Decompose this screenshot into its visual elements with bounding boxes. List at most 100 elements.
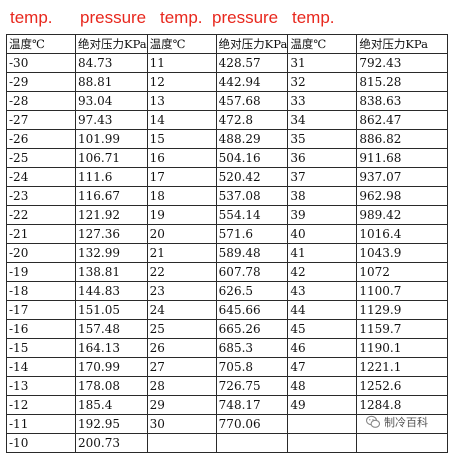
pressure-cell: 537.08 <box>215 186 289 206</box>
pressure-cell: 645.66 <box>215 300 289 320</box>
temperature-cell: -27 <box>6 110 76 130</box>
pressure-cell: 1190.1 <box>356 338 449 358</box>
pressure-cell: 170.99 <box>75 357 148 377</box>
pressure-cell: 962.98 <box>356 186 449 206</box>
temperature-cell: 47 <box>287 357 358 377</box>
temperature-cell: 34 <box>287 110 358 130</box>
temperature-cell: -14 <box>6 357 76 377</box>
temperature-cell: 12 <box>146 72 217 92</box>
pressure-cell: 164.13 <box>75 338 148 358</box>
temperature-cell: 24 <box>146 300 217 320</box>
temperature-cell <box>287 433 358 453</box>
temperature-cell: 33 <box>287 91 358 111</box>
table-row: -10 200.73 <box>6 433 449 453</box>
pressure-cell: 1284.8 <box>356 395 449 415</box>
pressure-cell: 488.29 <box>215 129 289 149</box>
pressure-cell: 1159.7 <box>356 319 449 339</box>
pressure-cell: 1016.4 <box>356 224 449 244</box>
temperature-cell: 14 <box>146 110 217 130</box>
header-temperature: 温度℃ <box>287 34 358 54</box>
pressure-cell: 705.8 <box>215 357 289 377</box>
pressure-cell: 911.68 <box>356 148 449 168</box>
table-row: -12 185.4 29 748.17 49 1284.8 <box>6 395 449 415</box>
temperature-cell: 49 <box>287 395 358 415</box>
temperature-cell: 35 <box>287 129 358 149</box>
temperature-cell: 41 <box>287 243 358 263</box>
temperature-cell: -17 <box>6 300 76 320</box>
temperature-cell: -19 <box>6 262 76 282</box>
pressure-cell: 815.28 <box>356 72 449 92</box>
table-row: -17 151.05 24 645.66 44 1129.9 <box>6 300 449 320</box>
wechat-bubble-icon <box>366 415 380 428</box>
temperature-cell: 28 <box>146 376 217 396</box>
temperature-cell: 46 <box>287 338 358 358</box>
pressure-cell: 504.16 <box>215 148 289 168</box>
temperature-cell: -11 <box>6 414 76 434</box>
pressure-cell: 665.26 <box>215 319 289 339</box>
header-pressure: 绝对压力KPa <box>356 34 449 54</box>
pressure-cell: 106.71 <box>75 148 148 168</box>
watermark-text: 制冷百科 <box>384 416 428 429</box>
table-row: -29 88.81 12 442.94 32 815.28 <box>6 72 449 92</box>
table-row: -16 157.48 25 665.26 45 1159.7 <box>6 319 449 339</box>
pressure-cell: 93.04 <box>75 91 148 111</box>
temperature-cell: 36 <box>287 148 358 168</box>
table-row: -20 132.99 21 589.48 41 1043.9 <box>6 243 449 263</box>
pressure-cell: 192.95 <box>75 414 148 434</box>
pressure-cell <box>215 433 289 453</box>
header-temperature: 温度℃ <box>6 34 76 54</box>
pressure-cell: 626.5 <box>215 281 289 301</box>
temperature-cell: 11 <box>146 53 217 73</box>
temperature-cell: 27 <box>146 357 217 377</box>
temperature-cell: -30 <box>6 53 76 73</box>
header-pressure: 绝对压力KPa <box>75 34 148 54</box>
table-row: -21 127.36 20 571.6 40 1016.4 <box>6 224 449 244</box>
pressure-cell: 84.73 <box>75 53 148 73</box>
pressure-cell: 554.14 <box>215 205 289 225</box>
pressure-cell: 111.6 <box>75 167 148 187</box>
table-row: -26 101.99 15 488.29 35 886.82 <box>6 129 449 149</box>
table-row: -15 164.13 26 685.3 46 1190.1 <box>6 338 449 358</box>
temperature-cell: 45 <box>287 319 358 339</box>
temperature-cell: -10 <box>6 433 76 453</box>
table-row: -13 178.08 28 726.75 48 1252.6 <box>6 376 449 396</box>
pressure-cell: 1043.9 <box>356 243 449 263</box>
temperature-cell: -26 <box>6 129 76 149</box>
pressure-cell: 472.8 <box>215 110 289 130</box>
temperature-cell: 19 <box>146 205 217 225</box>
annotation-temp-1: temp. <box>10 8 53 27</box>
temperature-cell: 48 <box>287 376 358 396</box>
pressure-cell: 116.67 <box>75 186 148 206</box>
temperature-cell: -21 <box>6 224 76 244</box>
table-row: -27 97.43 14 472.8 34 862.47 <box>6 110 449 130</box>
pressure-cell: 157.48 <box>75 319 148 339</box>
pressure-cell: 442.94 <box>215 72 289 92</box>
pressure-cell: 97.43 <box>75 110 148 130</box>
temperature-cell: 13 <box>146 91 217 111</box>
temperature-cell: -25 <box>6 148 76 168</box>
pressure-cell: 121.92 <box>75 205 148 225</box>
pressure-cell: 200.73 <box>75 433 148 453</box>
temperature-cell: 42 <box>287 262 358 282</box>
table-row: -23 116.67 18 537.08 38 962.98 <box>6 186 449 206</box>
pressure-cell: 770.06 <box>215 414 289 434</box>
table-row: -28 93.04 13 457.68 33 838.63 <box>6 91 449 111</box>
temperature-cell: -13 <box>6 376 76 396</box>
pressure-cell <box>356 433 449 453</box>
table-row: -11 192.95 30 770.06 <box>6 414 449 434</box>
pressure-cell: 132.99 <box>75 243 148 263</box>
column-annotations: temp. pressure temp. pressure temp. <box>0 0 450 34</box>
temperature-cell: 44 <box>287 300 358 320</box>
pressure-cell: 607.78 <box>215 262 289 282</box>
temperature-cell: 18 <box>146 186 217 206</box>
temperature-cell: 37 <box>287 167 358 187</box>
pressure-cell: 886.82 <box>356 129 449 149</box>
temperature-cell: 30 <box>146 414 217 434</box>
pressure-cell: 144.83 <box>75 281 148 301</box>
pressure-cell: 520.42 <box>215 167 289 187</box>
pressure-cell: 127.36 <box>75 224 148 244</box>
table-row: -14 170.99 27 705.8 47 1221.1 <box>6 357 449 377</box>
pressure-cell: 138.81 <box>75 262 148 282</box>
pressure-cell: 178.08 <box>75 376 148 396</box>
temperature-cell: -12 <box>6 395 76 415</box>
